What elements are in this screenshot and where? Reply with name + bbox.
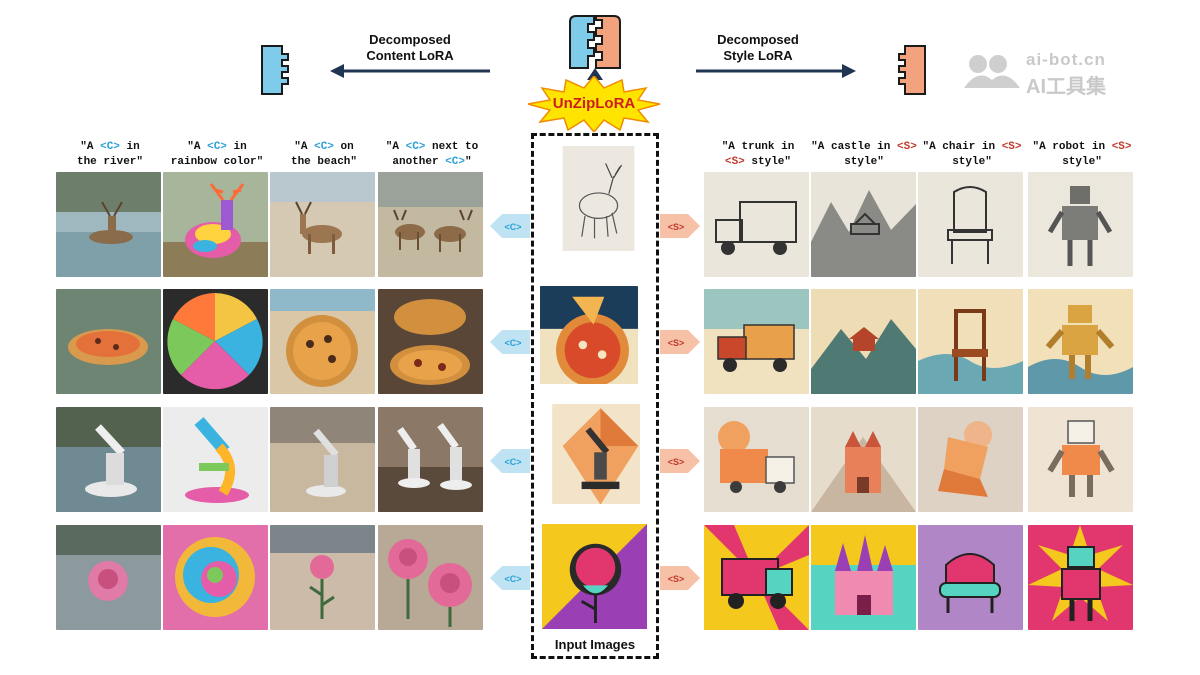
content-token-text: <C>: [504, 574, 521, 584]
style-token-arrow-row3: <S>: [660, 449, 700, 473]
content-prompt-3: "A <C> on the beach": [290, 141, 357, 168]
style-token-text: <S>: [668, 457, 685, 467]
two-pizzas-image: [378, 289, 483, 394]
ink-castle-image: [811, 172, 916, 277]
content-lora-icon: [260, 44, 292, 101]
content-token-text: <C>: [504, 457, 521, 467]
microscope-on-beach-image: [270, 407, 375, 512]
rainbow-microscope-image: [163, 407, 268, 512]
content-prompt-2: "A <C> in rainbow color": [170, 141, 264, 168]
arrow-to-content-lora: [330, 62, 492, 85]
pizza-on-beach-image: [270, 289, 375, 394]
two-roses-image: [378, 525, 483, 630]
rainbow-pizza-image: [163, 289, 268, 394]
deer-on-beach-image: [270, 172, 375, 277]
content-token-text: <C>: [504, 222, 521, 232]
content-prompt-4: "A <C> next to another <C>": [385, 141, 479, 168]
style-prompt-4: "A robot in <S> style": [1032, 141, 1132, 168]
content-token-arrow-row3: <C>: [490, 449, 530, 473]
style-token-arrow-row4: <S>: [660, 566, 700, 590]
style-token-text: <S>: [668, 574, 685, 584]
method-name: UnZipLoRA: [552, 95, 636, 112]
style-token-arrow-row1: <S>: [660, 214, 700, 238]
rose-on-beach-image: [270, 525, 375, 630]
pizza-in-river-image: [56, 289, 161, 394]
style-token-arrow-row2: <S>: [660, 330, 700, 354]
flat-robot-image: [1028, 407, 1133, 512]
input-popart-rose-image: [542, 524, 648, 630]
arrow-to-style-lora: [696, 62, 858, 85]
watermark-text: ai-bot.cn AI工具集: [1026, 50, 1106, 98]
unziplora-burst: UnZipLoRA: [526, 76, 662, 132]
ink-truck-image: [704, 172, 809, 277]
watermark-logo-icon: [962, 50, 1022, 95]
input-images-caption: Input Images: [554, 637, 636, 652]
rainbow-deer-image: [163, 172, 268, 277]
flat-castle-image: [811, 407, 916, 512]
content-lora-label: Decomposed Content LoRA: [366, 32, 454, 63]
content-token-arrow-row2: <C>: [490, 330, 530, 354]
flat-truck-image: [704, 407, 809, 512]
style-lora-icon: [895, 44, 927, 101]
ink-chair-image: [918, 172, 1023, 277]
deer-in-river-image: [56, 172, 161, 277]
popart-robot-image: [1028, 525, 1133, 630]
content-token-arrow-row1: <C>: [490, 214, 530, 238]
style-token-text: <S>: [668, 338, 685, 348]
popart-truck-image: [704, 525, 809, 630]
content-token-arrow-row4: <C>: [490, 566, 530, 590]
ukiyoe-chair-image: [918, 289, 1023, 394]
popart-chair-image: [918, 525, 1023, 630]
ink-robot-image: [1028, 172, 1133, 277]
input-flat-microscope-image: [548, 404, 640, 504]
ukiyoe-robot-image: [1028, 289, 1133, 394]
input-ukiyoe-pizza-image: [540, 286, 638, 384]
rainbow-rose-image: [163, 525, 268, 630]
style-lora-label: Decomposed Style LoRA: [717, 32, 799, 63]
ukiyoe-castle-image: [811, 289, 916, 394]
unziplora-icon: [568, 14, 622, 75]
two-microscopes-image: [378, 407, 483, 512]
rose-in-water-image: [56, 525, 161, 630]
popart-castle-image: [811, 525, 916, 630]
style-prompt-1: "A trunk in <S> style": [721, 141, 795, 168]
input-ink-deer-image: [546, 146, 636, 278]
style-token-text: <S>: [668, 222, 685, 232]
content-prompt-1: "A <C> in the river": [76, 141, 143, 168]
microscope-in-river-image: [56, 407, 161, 512]
flat-chair-image: [918, 407, 1023, 512]
input-images-frame: [531, 133, 659, 659]
ukiyoe-truck-image: [704, 289, 809, 394]
style-prompt-2: "A castle in <S> style": [811, 141, 917, 168]
two-deer-image: [378, 172, 483, 277]
style-prompt-3: "A chair in <S> style": [922, 141, 1022, 168]
content-token-text: <C>: [504, 338, 521, 348]
